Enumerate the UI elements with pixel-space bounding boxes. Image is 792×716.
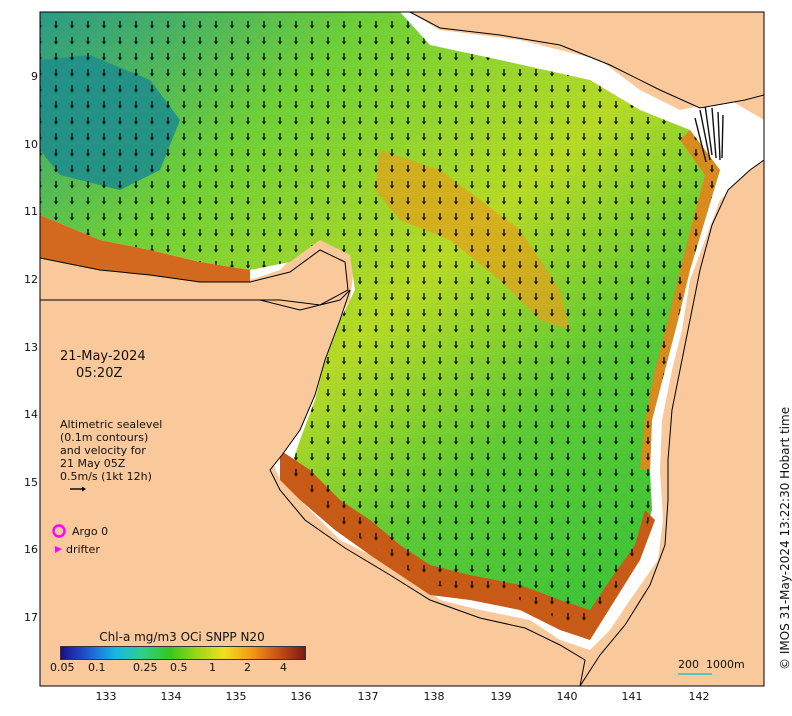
lat-tick: 10: [24, 138, 38, 151]
legend-line: (0.1m contours): [60, 431, 149, 444]
lat-tick: 13: [24, 341, 38, 354]
lon-tick: 138: [423, 690, 445, 703]
legend-line: and velocity for: [60, 444, 146, 457]
scale-bar: [678, 673, 712, 675]
legend-line: 0.5m/s (1kt 12h): [60, 470, 152, 483]
drifter-tracks: [694, 104, 724, 163]
colorbar-tick: 0.05: [50, 661, 75, 674]
lon-tick: 139: [490, 690, 512, 703]
legend-line: Altimetric sealevel: [60, 418, 163, 431]
lon-tick: 135: [225, 690, 247, 703]
colorbar-tick: 0.5: [170, 661, 188, 674]
lon-tick: 133: [95, 690, 117, 703]
colorbar-tick: 1: [209, 661, 216, 674]
lon-tick: 134: [160, 690, 182, 703]
lat-tick: 15: [24, 476, 38, 489]
land-west-cape: [40, 249, 349, 306]
date-label: 21-May-2024: [60, 349, 146, 364]
colorbar-tick: 4: [280, 661, 287, 674]
colorbar: [60, 646, 306, 660]
scale-label-1000: 1000m: [706, 658, 745, 671]
land-east: [579, 120, 764, 686]
drifter-marker-icon: [55, 546, 62, 553]
lon-tick: 141: [621, 690, 643, 703]
colorbar-tick: 0.1: [88, 661, 106, 674]
argo-marker-icon: [52, 524, 66, 538]
lon-tick: 137: [357, 690, 379, 703]
lat-tick: 14: [24, 408, 38, 421]
lon-tick: 140: [556, 690, 578, 703]
colorbar-tick: 0.25: [133, 661, 158, 674]
lat-tick: 17: [24, 611, 38, 624]
land-northeast: [409, 12, 764, 109]
lat-tick: 11: [24, 205, 38, 218]
lat-tick: 9: [31, 70, 38, 83]
argo-label: Argo 0: [72, 525, 109, 538]
lon-tick: 142: [688, 690, 710, 703]
velocity-arrows: [40, 12, 720, 625]
velocity-legend-arrowhead: [82, 486, 86, 492]
lon-tick: 136: [290, 690, 312, 703]
time-label: 05:20Z: [76, 366, 123, 381]
legend-line: 21 May 05Z: [60, 457, 126, 470]
land-south: [40, 289, 586, 686]
lat-tick: 16: [24, 543, 38, 556]
coastal-band-west: [40, 215, 250, 282]
map-frame: [39, 11, 765, 687]
credit-text: © IMOS 31-May-2024 13:22:30 Hobart time: [778, 406, 792, 670]
lat-tick: 12: [24, 273, 38, 286]
colorbar-tick: 2: [244, 661, 251, 674]
scale-label-200: 200: [678, 658, 699, 671]
drifter-label: drifter: [66, 543, 100, 556]
colorbar-title: Chl-a mg/m3 OCi SNPP N20: [99, 630, 265, 644]
